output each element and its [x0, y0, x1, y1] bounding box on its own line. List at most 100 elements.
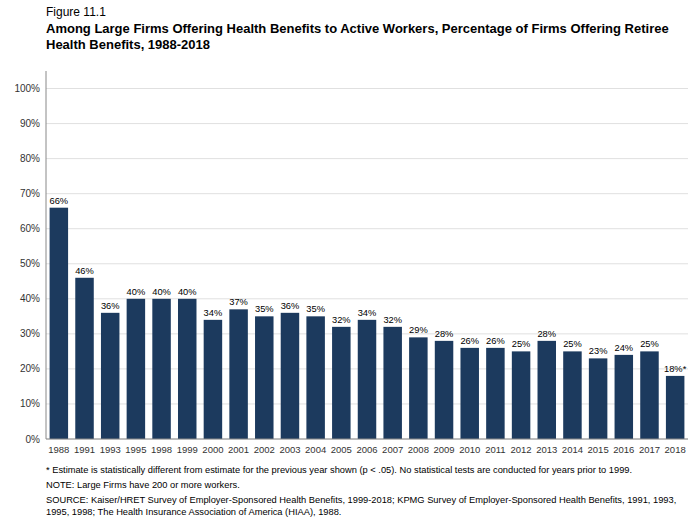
x-tick-label: 1998 [151, 444, 172, 455]
x-tick-label: 2008 [408, 444, 429, 455]
figure-label-line: Figure 11.1 [46, 5, 106, 19]
bar [358, 320, 376, 439]
bar [666, 376, 684, 439]
data-label: 35% [306, 304, 325, 314]
x-tick-label: 2002 [254, 444, 275, 455]
data-label: 37% [229, 297, 248, 307]
footnote-line: NOTE: Large Firms have 200 or more worke… [46, 480, 240, 490]
bar [512, 351, 530, 439]
grid-line [46, 88, 688, 89]
x-tick-label: 1993 [100, 444, 121, 455]
x-tick-label: 1995 [125, 444, 146, 455]
x-tick-label: 2001 [228, 444, 249, 455]
x-tick-label: 2015 [588, 444, 609, 455]
footnote-line: SOURCE: Kaiser/HRET Survey of Employer-S… [46, 495, 679, 505]
bar [589, 358, 607, 439]
data-label: 35% [255, 304, 274, 314]
x-tick-label: 2000 [202, 444, 223, 455]
y-tick-label: 10% [20, 398, 40, 409]
data-label: 36% [101, 301, 120, 311]
data-label: 32% [383, 315, 402, 325]
y-tick-label: 60% [20, 223, 40, 234]
data-label: 23% [589, 346, 608, 356]
x-tick-label: 2017 [639, 444, 660, 455]
data-label: 26% [460, 336, 479, 346]
bar [383, 327, 401, 439]
bar [152, 299, 170, 439]
bar [409, 337, 427, 439]
bars [50, 208, 685, 439]
figure-label: Figure 11.1 [46, 5, 106, 19]
bar [229, 309, 247, 439]
bar [460, 348, 478, 439]
data-label: 18%* [664, 364, 687, 374]
bar [127, 299, 145, 439]
x-tick-label: 1999 [177, 444, 198, 455]
y-tick-label: 70% [20, 188, 40, 199]
data-label: 34% [204, 308, 223, 318]
x-axis-line [46, 439, 688, 440]
data-label: 66% [50, 196, 69, 206]
data-label: 40% [127, 287, 146, 297]
x-tick-label: 2016 [613, 444, 634, 455]
y-tick-label: 90% [20, 118, 40, 129]
data-label: 25% [563, 339, 582, 349]
x-tick-label: 2012 [511, 444, 532, 455]
title-line: Among Large Firms Offering Health Benefi… [46, 21, 672, 36]
data-label: 25% [640, 339, 659, 349]
y-tick-label: 80% [20, 153, 40, 164]
data-label: 26% [486, 336, 505, 346]
footnote: * Estimate is statistically different fr… [46, 465, 632, 475]
title: Among Large Firms Offering Health Benefi… [46, 21, 672, 52]
bar [50, 208, 68, 439]
footnote: SOURCE: Kaiser/HRET Survey of Employer-S… [46, 495, 679, 517]
bar [615, 355, 633, 439]
footnote: NOTE: Large Firms have 200 or more worke… [46, 480, 240, 490]
bar [538, 341, 556, 439]
data-label: 40% [178, 287, 197, 297]
x-tick-label: 2013 [536, 444, 557, 455]
y-tick-label: 40% [20, 293, 40, 304]
x-tick-label: 2009 [433, 444, 454, 455]
grid-line [46, 123, 688, 124]
data-label: 32% [332, 315, 351, 325]
bar [486, 348, 504, 439]
x-tick-label: 2003 [279, 444, 300, 455]
grid-line [46, 439, 688, 440]
bar [101, 313, 119, 439]
x-tick-label: 1988 [48, 444, 69, 455]
chart: Figure 11.1 Among Large Firms Offering He… [0, 0, 698, 525]
x-tick-label: 2011 [485, 444, 505, 455]
footnote-line: 1995, 1998; The Health Insurance Associa… [46, 507, 341, 517]
bar [640, 351, 658, 439]
data-label: 40% [152, 287, 171, 297]
grid-line [46, 158, 688, 159]
data-label: 34% [358, 308, 377, 318]
x-tick-label: 2006 [356, 444, 377, 455]
y-tick-label: 30% [20, 328, 40, 339]
y-tick-label: 20% [20, 363, 40, 374]
y-tick-label: 100% [14, 83, 40, 94]
x-tick-label: 2004 [305, 444, 326, 455]
bar [281, 313, 299, 439]
bar [435, 341, 453, 439]
y-tick-label: 0% [26, 434, 41, 445]
grid-line [46, 193, 688, 194]
x-tick-label: 2007 [382, 444, 403, 455]
data-label: 25% [512, 339, 531, 349]
data-label: 36% [281, 301, 300, 311]
bar [306, 316, 324, 439]
data-label: 24% [614, 343, 633, 353]
bar [204, 320, 222, 439]
data-label: 28% [435, 329, 454, 339]
data-label: 29% [409, 325, 428, 335]
bar [563, 351, 581, 439]
x-tick-label: 2014 [562, 444, 583, 455]
grid-line [46, 228, 688, 229]
data-label: 46% [75, 266, 94, 276]
x-tick-label: 2005 [331, 444, 352, 455]
footnote-line: * Estimate is statistically different fr… [46, 465, 632, 475]
bar [75, 278, 93, 439]
y-axis-line [46, 71, 47, 439]
x-tick-label: 1991 [74, 444, 95, 455]
